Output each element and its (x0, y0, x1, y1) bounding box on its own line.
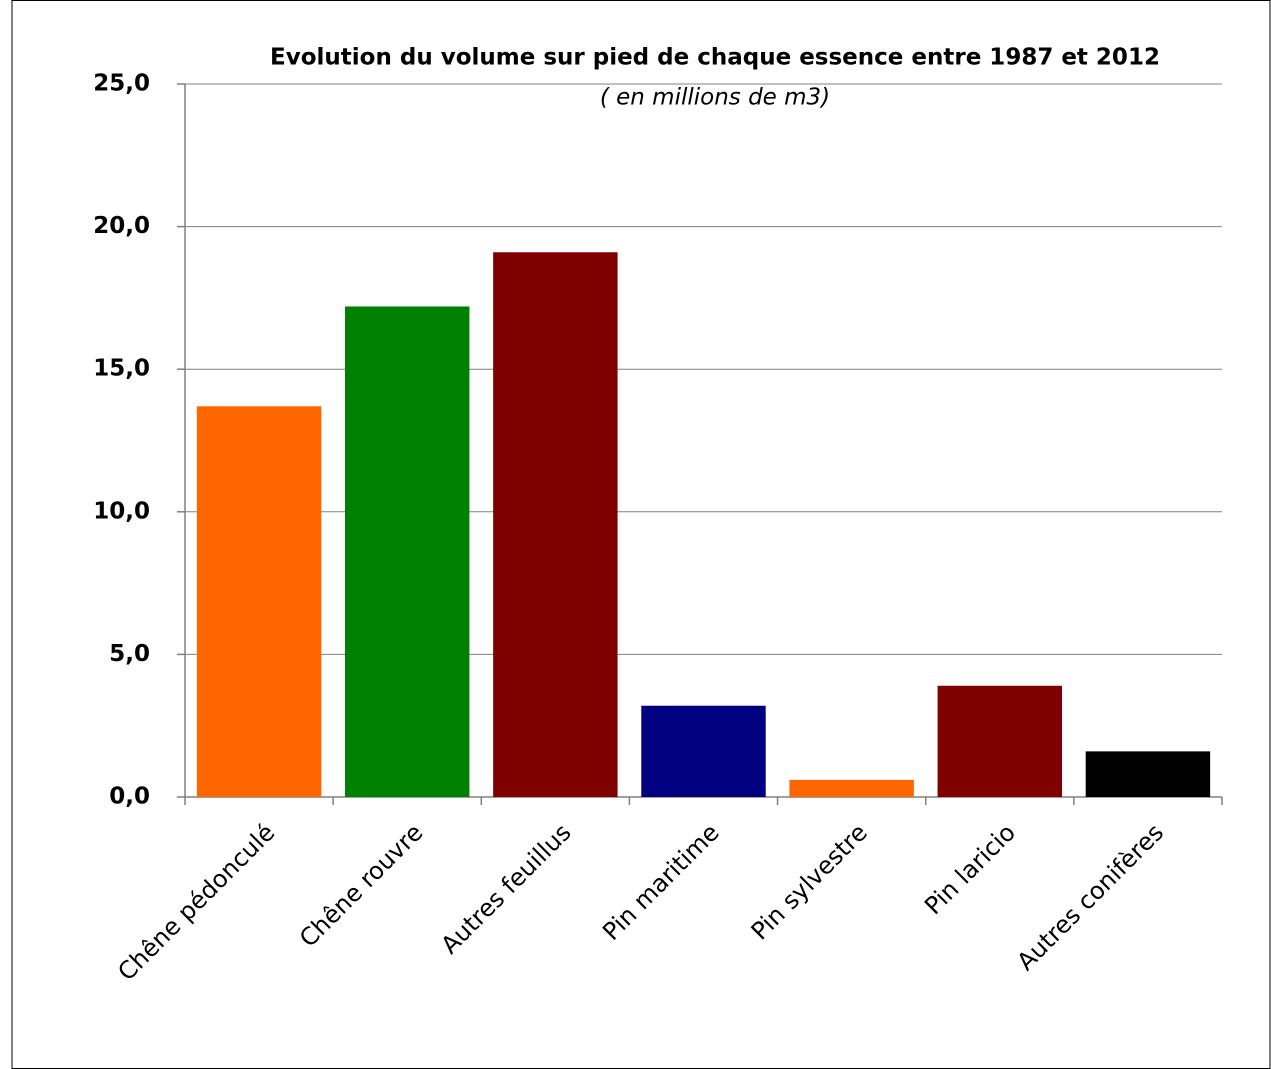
y-tick-label: 15,0 (93, 356, 150, 382)
y-tick-label: 25,0 (93, 71, 150, 97)
bar (196, 406, 322, 797)
y-tick-label: 0,0 (109, 784, 150, 810)
bar (1085, 751, 1211, 797)
chart-title: Evolution du volume sur pied de chaque e… (270, 45, 1160, 71)
y-tick-label: 10,0 (93, 498, 150, 524)
bar (344, 306, 470, 797)
y-tick-label: 5,0 (109, 641, 150, 667)
bar (493, 252, 618, 797)
bar (789, 779, 914, 797)
y-tick-label: 20,0 (93, 213, 150, 239)
bar (641, 705, 766, 797)
bar (937, 685, 1063, 797)
chart-subtitle: ( en millions de m3) (600, 85, 830, 111)
